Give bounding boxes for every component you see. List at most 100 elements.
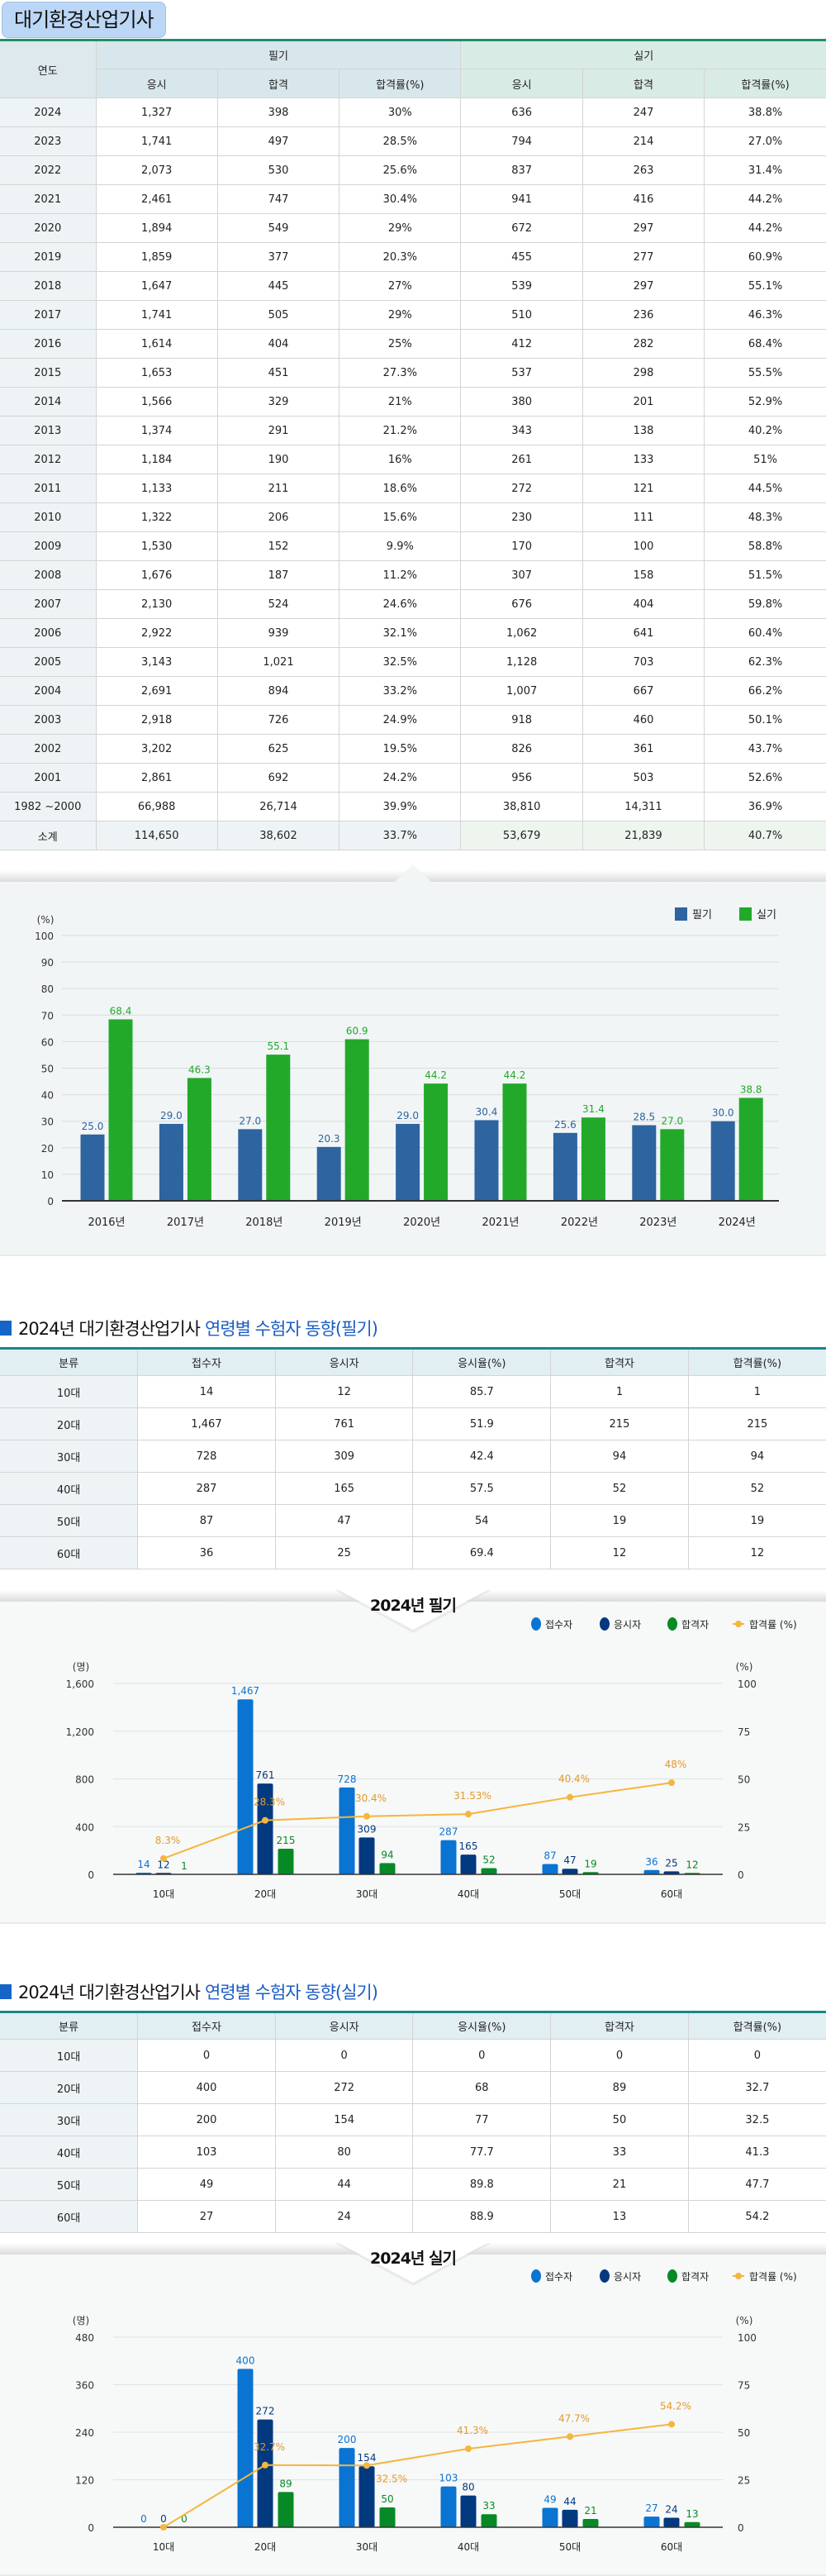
- value-cell: 85.7: [412, 1375, 552, 1408]
- value-cell: 51.5%: [704, 560, 826, 590]
- y-tick-label: 1,200: [66, 1726, 94, 1738]
- value-cell: 894: [216, 676, 340, 706]
- value-cell: 211: [216, 474, 340, 503]
- value-cell: 503: [582, 763, 705, 793]
- chart-title: 2024년 실기: [370, 2250, 457, 2268]
- value-cell: 77: [412, 2103, 552, 2136]
- data-label: 25.0: [82, 1121, 104, 1132]
- year-cell: 2001: [0, 763, 97, 793]
- value-cell: 1,741: [95, 300, 218, 330]
- value-cell: 530: [216, 155, 340, 185]
- bar-written: [316, 1146, 341, 1201]
- value-cell: 27%: [339, 271, 462, 301]
- y-tick-label: 480: [75, 2332, 94, 2344]
- legend-label: 합격자: [681, 1619, 709, 1631]
- table-row: 2012 1,184 190 16% 261 133 51%: [0, 445, 826, 474]
- table-row: 10대 14 12 85.7 1 1: [0, 1375, 826, 1408]
- bar-examinees: [562, 1869, 578, 1874]
- data-label: 44: [563, 2496, 576, 2507]
- bar-practical: [344, 1039, 369, 1201]
- value-cell: 2,691: [95, 676, 218, 706]
- age-group-cell: 20대: [0, 1407, 139, 1440]
- year-cell: 2010: [0, 502, 97, 532]
- column-header: 합격자: [550, 1348, 689, 1376]
- bar-written: [396, 1123, 420, 1201]
- value-cell: 14,311: [582, 792, 705, 821]
- value-cell: 380: [460, 387, 583, 417]
- value-cell: 200: [137, 2103, 276, 2136]
- data-label: 24: [665, 2504, 677, 2516]
- value-cell: 32.5%: [339, 647, 462, 677]
- table-row: 50대 49 44 89.8 21 47.7: [0, 2168, 826, 2201]
- value-cell: 30.4%: [339, 184, 462, 214]
- bar-written: [159, 1123, 183, 1201]
- data-label: 28.5: [633, 1112, 655, 1123]
- value-cell: 52.9%: [704, 387, 826, 417]
- value-cell: 27.3%: [339, 358, 462, 388]
- value-cell: 30%: [339, 98, 462, 127]
- value-cell: 329: [216, 387, 340, 417]
- value-cell: 309: [274, 1440, 414, 1473]
- value-cell: 1,647: [95, 271, 218, 301]
- y-tick-label: 0: [88, 1869, 94, 1881]
- value-cell: 28.5%: [339, 126, 462, 156]
- y-tick-label: 30: [41, 1117, 54, 1128]
- bar-received: [339, 1787, 355, 1874]
- value-cell: 18.6%: [339, 474, 462, 503]
- pass-rate-point: [262, 2461, 268, 2469]
- age-group-cell: 30대: [0, 2103, 139, 2136]
- value-cell: 728: [137, 1440, 276, 1473]
- bar-examinees: [460, 2495, 477, 2527]
- value-cell: 641: [582, 618, 705, 648]
- value-cell: 282: [582, 329, 705, 359]
- y2-tick-label: 75: [738, 1726, 750, 1738]
- value-cell: 201: [582, 387, 705, 417]
- value-cell: 1,614: [95, 329, 218, 359]
- column-header: 응시율(%): [412, 1348, 552, 1376]
- pass-rate-point: [465, 2445, 472, 2453]
- section-title-text: 2024년 대기환경산업기사: [18, 1319, 201, 1339]
- year-cell: 2020: [0, 213, 97, 243]
- value-cell: 3,202: [95, 734, 218, 764]
- year-cell: 2022: [0, 155, 97, 185]
- y2-tick-label: 25: [738, 1821, 750, 1833]
- column-header: 분류: [0, 1348, 139, 1376]
- value-cell: 676: [460, 589, 583, 619]
- x-tick-label: 2019년: [325, 1217, 362, 1229]
- data-label: 21: [584, 2505, 596, 2516]
- pass-rate-point: [567, 1793, 573, 1801]
- legend-swatch: [675, 907, 687, 921]
- y-tick-label: 0: [88, 2522, 94, 2534]
- data-label: 44.2: [504, 1069, 526, 1081]
- bar-passed: [582, 2518, 599, 2527]
- pass-rate-label: 48%: [665, 1759, 687, 1770]
- value-cell: 53,679: [460, 821, 583, 850]
- bar-practical: [581, 1117, 605, 1201]
- value-cell: 55.1%: [704, 271, 826, 301]
- pass-rate-line: [163, 2423, 672, 2528]
- data-label: 165: [459, 1840, 478, 1852]
- data-label: 20.3: [318, 1133, 340, 1145]
- year-cell: 2002: [0, 734, 97, 764]
- value-cell: 54: [412, 1504, 552, 1537]
- section-title-practical: 2024년 대기환경산업기사 연령별 수험자 동향(실기): [0, 1981, 378, 2002]
- legend-label: 접수자: [545, 2271, 572, 2283]
- x-tick-label: 2016년: [88, 1217, 125, 1229]
- legend-dot: [600, 2269, 610, 2283]
- value-cell: 27: [137, 2200, 276, 2233]
- table-row: 20대 400 272 68 89 32.7: [0, 2071, 826, 2104]
- value-cell: 44.5%: [704, 474, 826, 503]
- value-cell: 2,861: [95, 763, 218, 793]
- column-header: 응시: [96, 69, 218, 98]
- data-label: 12: [157, 1859, 169, 1870]
- value-cell: 170: [460, 531, 583, 561]
- value-cell: 62.3%: [704, 647, 826, 677]
- table-row: 60대 27 24 88.9 13 54.2: [0, 2200, 826, 2233]
- section-title-text: 2024년 대기환경산업기사: [18, 1983, 201, 2002]
- written-age-chart-panel: [0, 1590, 826, 1924]
- data-label: 400: [236, 2355, 255, 2366]
- x-tick-label: 2017년: [167, 1217, 204, 1229]
- column-header: 응시자: [274, 2012, 414, 2040]
- column-header: 합격률(%): [339, 69, 462, 98]
- x-tick-label: 20대: [254, 1888, 276, 1900]
